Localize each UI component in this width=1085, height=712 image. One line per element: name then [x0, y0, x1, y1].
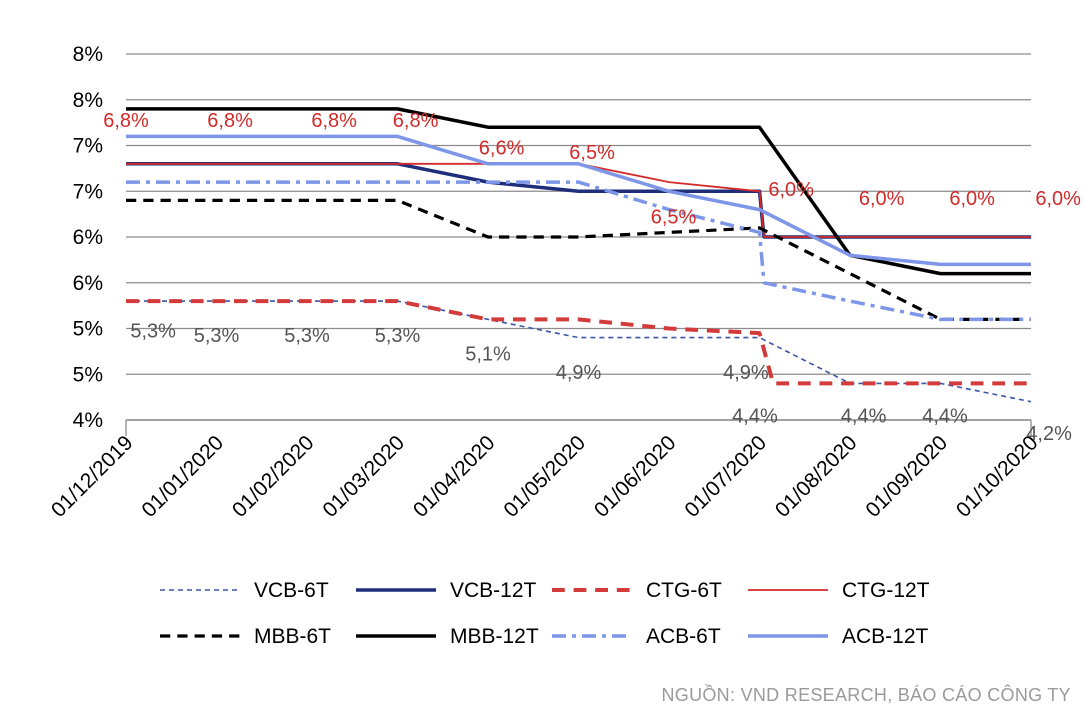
data-label: 5,3% — [130, 321, 176, 343]
source-note: NGUỒN: VND RESEARCH, BÁO CÁO CÔNG TY — [661, 685, 1071, 705]
data-label: 6,5% — [569, 142, 615, 164]
legend: VCB-6T VCB-12T CTG-6T CTG-12T MBB-6T MBB-12T A… — [160, 579, 930, 648]
series-line-vcb-6t — [126, 300, 1032, 403]
x-tick-label: 01/12/2019 — [47, 431, 138, 522]
x-tick-label: 01/04/2020 — [409, 431, 500, 522]
x-tick-label: 01/06/2020 — [590, 431, 681, 522]
legend-label: VCB-12T — [450, 579, 537, 602]
data-label: 6,0% — [768, 179, 814, 201]
series-lines — [126, 107, 1032, 403]
data-label: 5,3% — [375, 325, 421, 347]
x-tick-label: 01/02/2020 — [228, 431, 319, 522]
data-label: 4,9% — [723, 362, 769, 384]
x-axis — [125, 419, 1032, 436]
data-label: 6,0% — [1035, 188, 1081, 210]
x-tick-label: 01/07/2020 — [680, 431, 771, 522]
x-tick-label: 01/09/2020 — [861, 431, 952, 522]
y-tick-label: 8% — [73, 43, 103, 66]
data-labels: 6,8% 6,8% 6,8% 6,8% 6,6% 6,5% 6,5% 6,0% 6,0% 6,0%… — [103, 110, 1081, 445]
data-label: 4,4% — [841, 406, 887, 428]
data-label: 6,0% — [859, 188, 905, 210]
x-tick-label: 01/08/2020 — [771, 431, 862, 522]
legend-label: VCB-6T — [254, 579, 329, 602]
data-label: 4,4% — [922, 406, 968, 428]
series-line-ctg-12t — [126, 162, 1031, 238]
x-tick-label: 01/01/2020 — [137, 431, 228, 522]
y-tick-label: 5% — [73, 363, 103, 386]
data-label: 6,5% — [651, 206, 697, 228]
data-label: 5,3% — [194, 325, 240, 347]
y-axis-tick-labels: 4% 5% 5% 6% 6% 7% 7% 8% 8% — [73, 43, 103, 432]
legend-label: CTG-12T — [842, 579, 930, 602]
data-label: 6,8% — [311, 110, 357, 132]
data-label: 4,2% — [1026, 423, 1072, 445]
data-label: 6,8% — [393, 110, 439, 132]
y-tick-label: 7% — [73, 180, 103, 203]
y-tick-label: 6% — [73, 272, 103, 295]
y-tick-label: 4% — [73, 409, 103, 432]
data-label: 4,4% — [732, 406, 778, 428]
legend-label: MBB-12T — [450, 625, 539, 648]
x-axis-tick-labels: 01/12/2019 01/01/2020 01/02/2020 01/03/2020… — [47, 431, 1043, 522]
legend-label: ACB-6T — [646, 625, 721, 648]
data-label: 5,3% — [284, 325, 330, 347]
x-tick-label: 01/05/2020 — [499, 431, 590, 522]
series-line-acb-12t — [126, 134, 1031, 267]
legend-label: CTG-6T — [646, 579, 722, 602]
data-label: 5,1% — [465, 344, 511, 366]
legend-label: MBB-6T — [254, 625, 331, 648]
x-tick-label: 01/03/2020 — [318, 431, 409, 522]
data-label: 6,6% — [479, 138, 525, 160]
data-label: 6,8% — [207, 110, 253, 132]
data-label: 6,8% — [103, 110, 149, 132]
data-label: 6,0% — [949, 188, 995, 210]
y-tick-label: 8% — [73, 89, 103, 112]
y-tick-label: 5% — [73, 318, 103, 341]
series-line-mbb-12t — [126, 107, 1031, 276]
series-line-ctg-6t — [126, 299, 1031, 386]
data-label: 4,9% — [556, 362, 602, 384]
legend-label: ACB-12T — [842, 625, 929, 648]
y-tick-label: 6% — [73, 226, 103, 249]
y-tick-label: 7% — [73, 135, 103, 158]
